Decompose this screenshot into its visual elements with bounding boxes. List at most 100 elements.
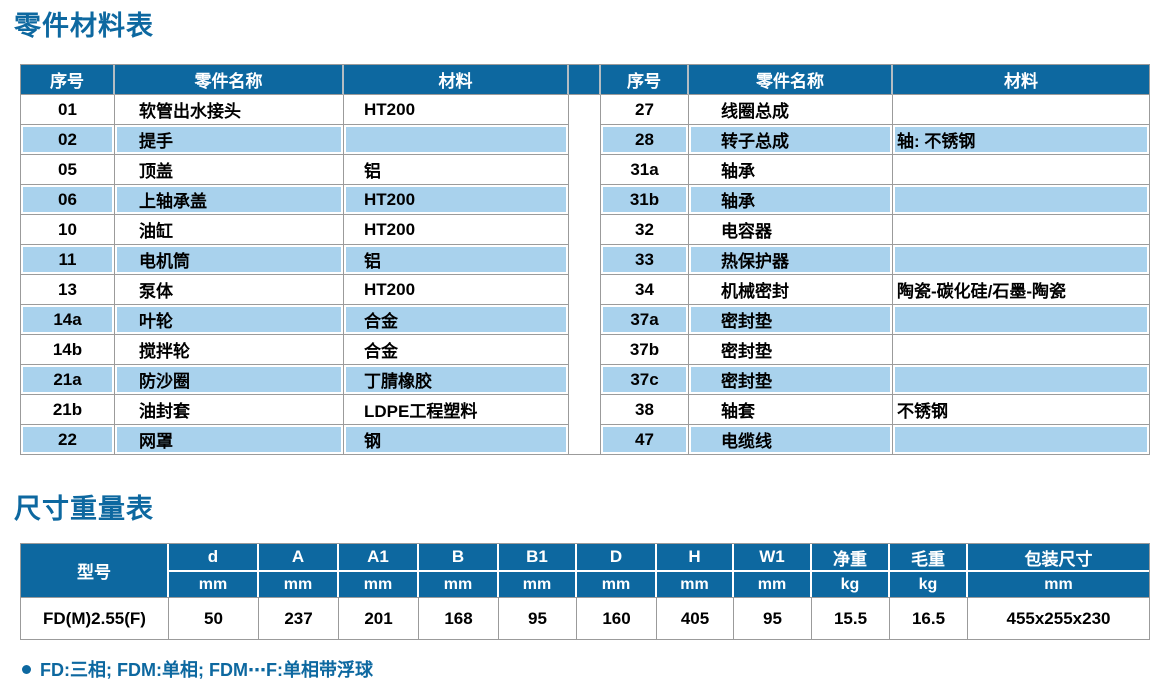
footnote: FD:三相; FDM:单相; FDM⋯F:单相带浮球: [22, 656, 1169, 682]
part-name-cell: 顶盖: [115, 155, 344, 185]
footnote-text: FD:三相; FDM:单相; FDM⋯F:单相带浮球: [40, 660, 373, 680]
part-name-cell: 轴承: [689, 185, 893, 215]
table-spacer-cell: [569, 95, 601, 125]
part-number-cell: 21b: [21, 395, 115, 425]
part-name-cell: 油封套: [115, 395, 344, 425]
part-name-cell: 叶轮: [115, 305, 344, 335]
dims-value-cell: 168: [419, 597, 499, 639]
parts-header-name-right: 零件名称: [689, 65, 893, 95]
dims-column-label: 净重: [812, 544, 890, 572]
parts-table-row: 05 顶盖铝 31a 轴承: [21, 155, 1149, 185]
table-spacer-cell: [569, 275, 601, 305]
part-name-cell: 软管出水接头: [115, 95, 344, 125]
part-name-cell: 热保护器: [689, 245, 893, 275]
part-material-cell: 铝: [344, 155, 569, 185]
dims-value-cell: 95: [734, 597, 812, 639]
parts-header-material-left: 材料: [344, 65, 569, 95]
dims-value-cell: 405: [657, 597, 734, 639]
part-material-cell: [893, 215, 1149, 245]
part-name-cell: 轴套: [689, 395, 893, 425]
part-material-cell: [344, 125, 569, 155]
table-spacer-cell: [569, 365, 601, 395]
part-material-cell: [893, 155, 1149, 185]
parts-header-row: 序号 零件名称 材料 序号 零件名称 材料: [21, 65, 1149, 95]
parts-table-row: 13 泵体 HT200 34 机械密封 陶瓷-碳化硅/石墨-陶瓷: [21, 275, 1149, 305]
part-number-cell: 47: [601, 425, 689, 454]
dims-header-label-row: 型号 d A A1 B B1 D H W1 净重 毛重 包装尺寸: [21, 544, 1149, 597]
part-name-cell: 电缆线: [689, 425, 893, 454]
part-name-cell: 电机筒: [115, 245, 344, 275]
dims-column-label: B1: [499, 544, 577, 572]
dims-column-unit: mm: [577, 572, 657, 597]
dims-value-cell: 237: [259, 597, 339, 639]
dims-column-unit: mm: [169, 572, 259, 597]
part-material-cell: [893, 95, 1149, 125]
dims-value-cell: 95: [499, 597, 577, 639]
part-number-cell: 21a: [21, 365, 115, 395]
part-number-cell: 14a: [21, 305, 115, 335]
part-material-cell: LDPE工程塑料: [344, 395, 569, 425]
part-name-cell: 油缸: [115, 215, 344, 245]
part-material-cell: 铝: [344, 245, 569, 275]
part-name-cell: 上轴承盖: [115, 185, 344, 215]
parts-header-seq-left: 序号: [21, 65, 115, 95]
part-material-cell: [893, 425, 1149, 454]
part-name-cell: 网罩: [115, 425, 344, 454]
parts-header-spacer: [569, 65, 601, 95]
part-number-cell: 37a: [601, 305, 689, 335]
dims-data-row: FD(M)2.55(F) 50 237 201 168 95 160 405 95 15.5 16…: [21, 597, 1149, 639]
dimensions-table-title: 尺寸重量表: [14, 494, 154, 524]
part-name-cell: 防沙圈: [115, 365, 344, 395]
dims-value-cell: 16.5: [890, 597, 968, 639]
part-name-cell: 密封垫: [689, 305, 893, 335]
table-spacer-cell: [569, 245, 601, 275]
parts-table-row: 21a 防沙圈 丁腈橡胶 37c 密封垫: [21, 365, 1149, 395]
part-material-cell: [893, 305, 1149, 335]
dims-column-label: 包装尺寸: [968, 544, 1149, 572]
part-number-cell: 14b: [21, 335, 115, 365]
table-spacer-cell: [569, 395, 601, 425]
dimensions-weight-table: 型号 d A A1 B B1 D H W1 净重 毛重 包装尺寸 mm mm mm mm mm mm mm mm k…: [20, 543, 1150, 640]
table-spacer-cell: [569, 155, 601, 185]
dims-column-unit: mm: [968, 572, 1149, 597]
dims-column-unit: mm: [259, 572, 339, 597]
part-material-cell: 丁腈橡胶: [344, 365, 569, 395]
part-name-cell: 密封垫: [689, 365, 893, 395]
dims-column-unit: mm: [419, 572, 499, 597]
part-number-cell: 22: [21, 425, 115, 454]
part-material-cell: HT200: [344, 95, 569, 125]
part-number-cell: 13: [21, 275, 115, 305]
part-number-cell: 31a: [601, 155, 689, 185]
dims-column-unit: kg: [890, 572, 968, 597]
dims-value-cell: 160: [577, 597, 657, 639]
part-name-cell: 机械密封: [689, 275, 893, 305]
part-number-cell: 02: [21, 125, 115, 155]
dims-value-cell: 50: [169, 597, 259, 639]
part-name-cell: 提手: [115, 125, 344, 155]
parts-header-seq-right: 序号: [601, 65, 689, 95]
table-spacer-cell: [569, 125, 601, 155]
part-number-cell: 10: [21, 215, 115, 245]
dims-column-label: A: [259, 544, 339, 572]
part-material-cell: [893, 185, 1149, 215]
parts-table-row: 06 上轴承盖 HT200 31b 轴承: [21, 185, 1149, 215]
part-number-cell: 05: [21, 155, 115, 185]
dims-column-unit: mm: [339, 572, 419, 597]
part-material-cell: 钢: [344, 425, 569, 454]
dims-column-label: B: [419, 544, 499, 572]
bullet-icon: [22, 664, 31, 674]
part-material-cell: HT200: [344, 185, 569, 215]
part-name-cell: 密封垫: [689, 335, 893, 365]
dims-column-unit: mm: [657, 572, 734, 597]
table-spacer-cell: [569, 215, 601, 245]
part-name-cell: 轴承: [689, 155, 893, 185]
part-name-cell: 转子总成: [689, 125, 893, 155]
part-number-cell: 37c: [601, 365, 689, 395]
parts-table-row: 01 软管出水接头 HT200 27 线圈总成: [21, 95, 1149, 125]
dims-column-label: W1: [734, 544, 812, 572]
parts-table-title: 零件材料表: [14, 11, 154, 41]
dims-column-label: D: [577, 544, 657, 572]
part-number-cell: 33: [601, 245, 689, 275]
dims-value-cell: 15.5: [812, 597, 890, 639]
